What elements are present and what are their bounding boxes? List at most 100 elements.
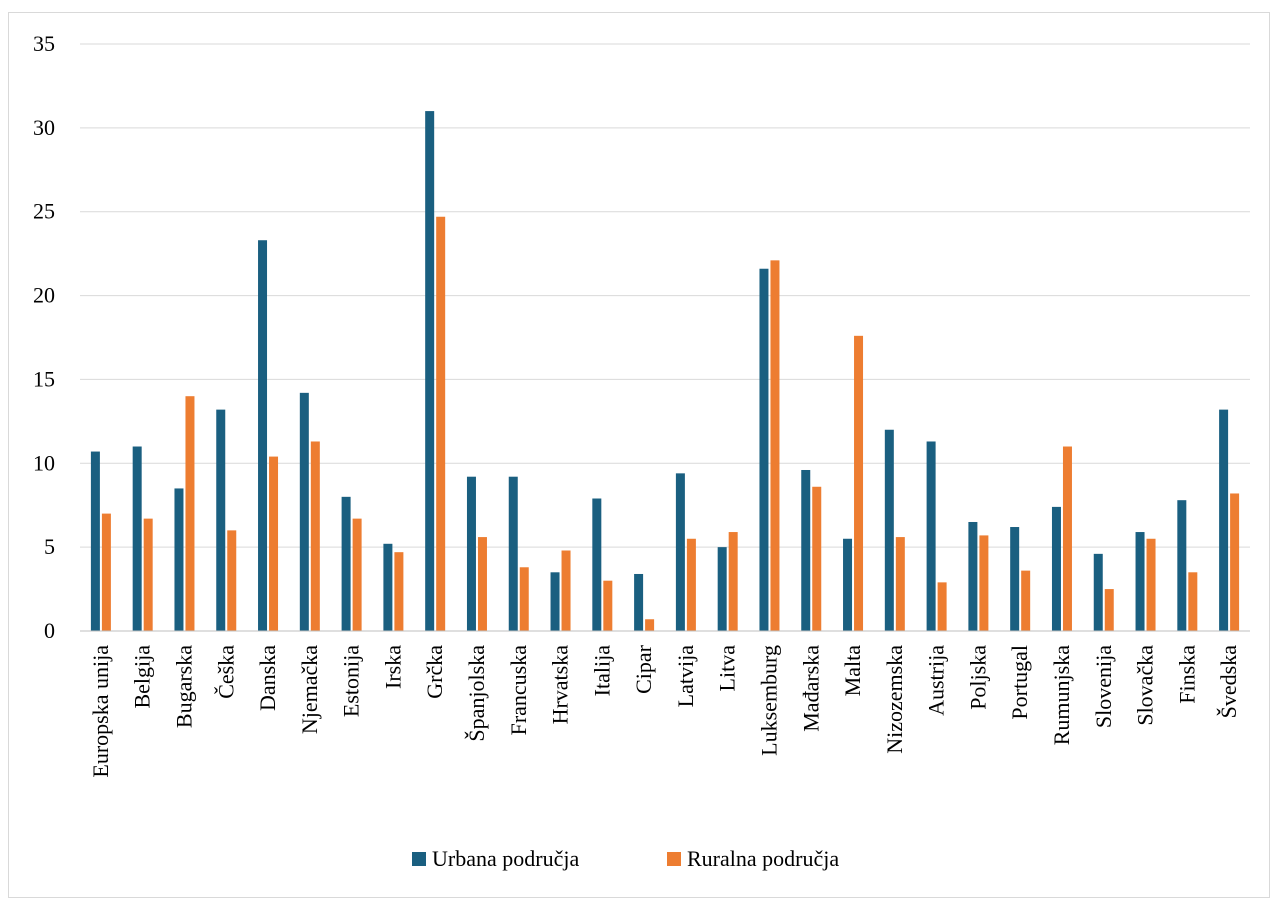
x-tick-label: Europska unija: [88, 645, 113, 778]
bar-rural: [686, 538, 696, 631]
legend-swatch: [412, 852, 426, 866]
bar-urban: [341, 496, 351, 631]
bar-urban: [425, 111, 435, 632]
bar-rural: [937, 582, 947, 631]
bar-urban: [383, 543, 393, 631]
bar-urban: [508, 476, 518, 631]
bar-rural: [1146, 538, 1156, 631]
x-tick-label: Hrvatska: [548, 645, 573, 725]
bar-urban: [843, 538, 853, 631]
bar-urban: [884, 429, 894, 631]
x-tick-label: Bugarska: [171, 645, 196, 728]
x-tick-label: Italija: [589, 645, 614, 697]
x-tick-label: Francuska: [506, 645, 531, 736]
x-tick-label: Malta: [840, 645, 865, 697]
bar-urban: [466, 476, 476, 631]
bar-rural: [477, 537, 487, 631]
bar-rural: [1188, 572, 1198, 631]
gridlines: [80, 43, 1250, 632]
bar-urban: [132, 446, 142, 631]
bar-rural: [895, 537, 905, 631]
x-tick-label: Grčka: [422, 645, 447, 699]
bar-rural: [227, 530, 237, 631]
x-tick-label: Irska: [380, 645, 405, 689]
x-tick-label: Danska: [255, 645, 280, 711]
x-tick-label: Rumunjska: [1049, 645, 1074, 745]
x-tick-label: Švedska: [1216, 645, 1241, 719]
bar-rural: [1062, 446, 1072, 631]
y-tick-label: 0: [44, 618, 55, 643]
bar-urban: [299, 392, 309, 631]
bar-rural: [394, 552, 404, 631]
bar-urban: [216, 409, 226, 631]
bar-urban: [968, 521, 978, 631]
bar-urban: [174, 488, 184, 631]
bar-rural: [185, 396, 195, 631]
bar-rural: [310, 441, 320, 631]
bar-rural: [519, 567, 529, 631]
x-axis: Europska unija Belgija Bugarska Češka Danska…: [80, 630, 1250, 778]
bar-urban: [926, 441, 936, 631]
legend-label: Ruralna područja: [687, 846, 839, 871]
bar-rural: [645, 619, 655, 631]
bar-urban: [1135, 532, 1145, 631]
bar-rural: [101, 513, 111, 631]
bar-rural: [561, 550, 571, 631]
bar-rural: [603, 580, 613, 631]
bar-rural: [352, 518, 362, 631]
bar-rural: [1021, 570, 1031, 631]
x-tick-label: Austrija: [924, 645, 949, 716]
bar-urban: [1093, 553, 1103, 631]
bar-urban: [1010, 527, 1020, 631]
legend: Urbana područja Ruralna područja: [412, 846, 839, 871]
bar-urban: [717, 547, 727, 631]
y-tick-label: 30: [33, 115, 55, 140]
legend-swatch: [667, 852, 681, 866]
bar-rural: [979, 535, 989, 631]
x-tick-label: Poljska: [965, 645, 990, 710]
x-tick-label: Belgija: [130, 645, 155, 709]
bar-rural: [269, 456, 279, 631]
bar-urban: [675, 473, 685, 631]
y-axis: 0 5 10 15 20 25 30 35: [33, 31, 55, 643]
x-tick-label: Latvija: [673, 645, 698, 708]
y-tick-label: 25: [33, 199, 55, 224]
x-tick-label: Luksemburg: [756, 645, 781, 756]
x-tick-label: Slovenija: [1091, 645, 1116, 728]
bar-urban: [801, 469, 811, 631]
x-tick-label: Slovačka: [1133, 645, 1158, 726]
x-tick-label: Mađarska: [798, 645, 823, 732]
bar-urban: [90, 451, 100, 631]
bars: [90, 111, 1240, 632]
y-tick-label: 5: [44, 534, 55, 559]
bar-rural: [770, 260, 780, 631]
y-tick-label: 20: [33, 283, 55, 308]
y-tick-label: 15: [33, 366, 55, 391]
bar-rural: [854, 335, 864, 631]
bar-rural: [812, 486, 822, 631]
x-tick-label: Finska: [1174, 645, 1199, 704]
bar-urban: [550, 572, 560, 631]
y-tick-label: 35: [33, 31, 55, 56]
x-tick-label: Estonija: [339, 645, 364, 717]
bar-rural: [728, 532, 738, 631]
x-tick-label: Portugal: [1007, 645, 1032, 720]
bar-urban: [592, 498, 602, 631]
x-tick-label: Češka: [213, 645, 238, 699]
bar-urban: [1219, 409, 1229, 631]
bar-urban: [1177, 500, 1187, 631]
bar-rural: [1104, 589, 1114, 631]
x-tick-label: Cipar: [631, 644, 656, 694]
bar-urban: [258, 240, 268, 631]
bar-urban: [1051, 506, 1061, 631]
bar-rural: [143, 518, 153, 631]
x-tick-label: Litva: [715, 645, 740, 692]
bar-rural: [436, 216, 446, 631]
y-tick-label: 10: [33, 450, 55, 475]
x-tick-label: Nizozemska: [882, 645, 907, 754]
x-tick-label: Španjolska: [464, 645, 489, 742]
bar-urban: [759, 268, 769, 631]
bar-rural: [1230, 493, 1240, 631]
legend-label: Urbana područja: [432, 846, 579, 871]
